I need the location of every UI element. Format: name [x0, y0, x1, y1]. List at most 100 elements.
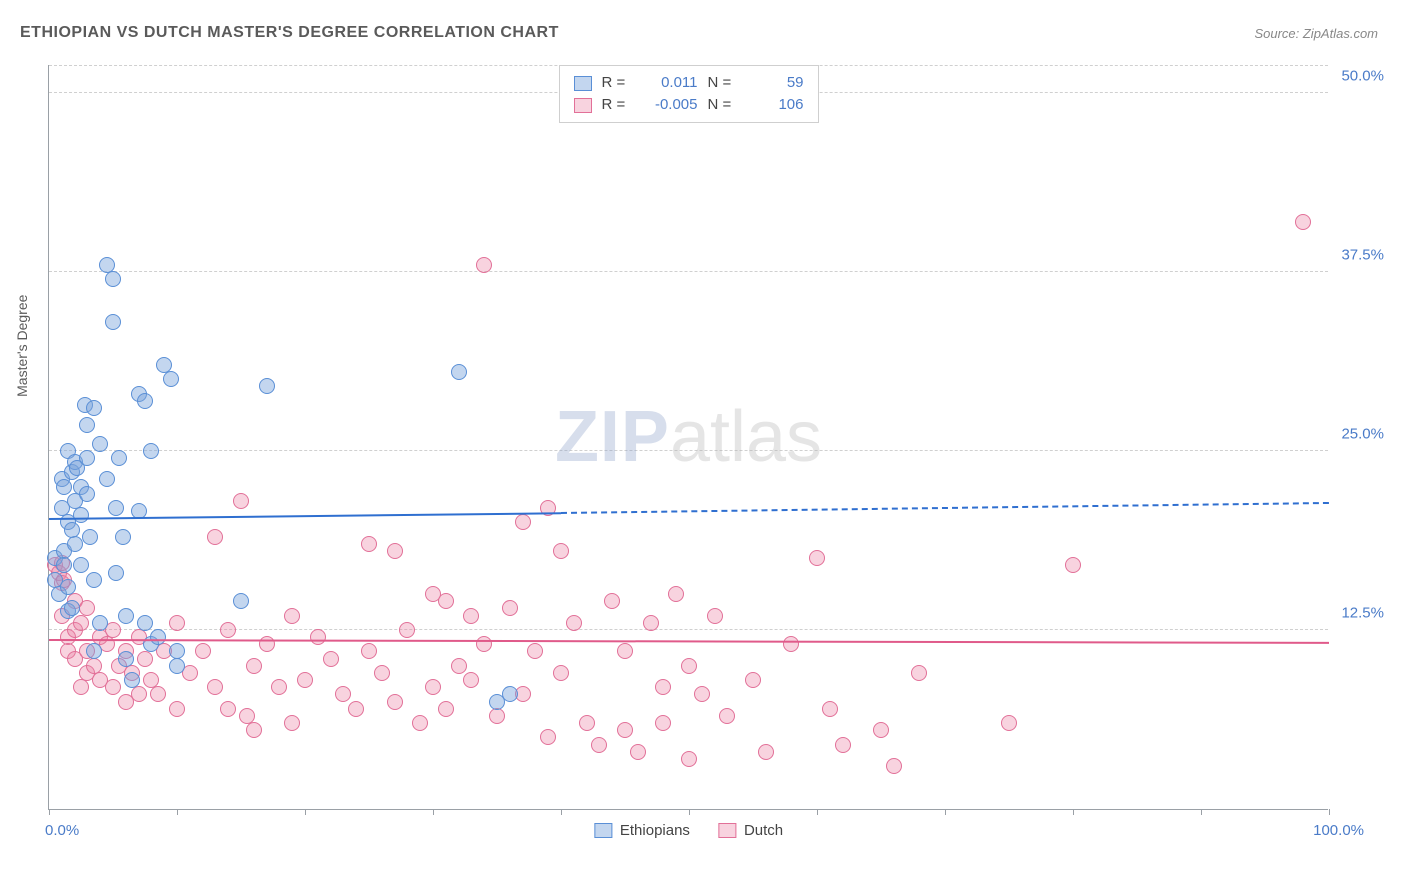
dutch-point	[745, 672, 761, 688]
dutch-point	[886, 758, 902, 774]
dutch-point	[527, 643, 543, 659]
dutch-point	[169, 701, 185, 717]
dutch-point	[374, 665, 390, 681]
dutch-point	[438, 593, 454, 609]
r-value-ethiopians: 0.011	[642, 72, 698, 94]
dutch-point	[137, 651, 153, 667]
x-tick	[561, 809, 562, 815]
dutch-point	[412, 715, 428, 731]
swatch-dutch	[718, 823, 736, 838]
dutch-point	[1001, 715, 1017, 731]
dutch-point	[387, 694, 403, 710]
gridline	[49, 271, 1328, 272]
dutch-point	[463, 672, 479, 688]
y-tick-label: 25.0%	[1341, 425, 1384, 442]
dutch-point	[271, 679, 287, 695]
n-label: N =	[708, 94, 738, 116]
watermark-part2: atlas	[670, 397, 822, 477]
dutch-point	[579, 715, 595, 731]
gridline	[49, 629, 1328, 630]
ethiopians-point	[137, 393, 153, 409]
dutch-point	[540, 729, 556, 745]
x-tick	[817, 809, 818, 815]
dutch-point	[719, 708, 735, 724]
r-label: R =	[602, 94, 632, 116]
x-axis-max-label: 100.0%	[1313, 822, 1364, 839]
ethiopians-point	[118, 651, 134, 667]
x-tick	[177, 809, 178, 815]
dutch-point	[822, 701, 838, 717]
ethiopians-point	[143, 443, 159, 459]
swatch-dutch	[574, 98, 592, 113]
dutch-point	[323, 651, 339, 667]
legend-label-ethiopians: Ethiopians	[620, 822, 690, 839]
ethiopians-point	[56, 479, 72, 495]
dutch-point	[643, 615, 659, 631]
ethiopians-point	[79, 450, 95, 466]
ethiopians-point	[73, 557, 89, 573]
dutch-point	[553, 665, 569, 681]
swatch-ethiopians	[574, 76, 592, 91]
legend-item-dutch: Dutch	[718, 822, 783, 839]
dutch-point	[1295, 214, 1311, 230]
x-tick	[305, 809, 306, 815]
dutch-point	[150, 686, 166, 702]
x-axis-min-label: 0.0%	[45, 822, 79, 839]
dutch-point	[220, 622, 236, 638]
ethiopians-point	[451, 364, 467, 380]
ethiopians-point	[108, 500, 124, 516]
dutch-point	[476, 636, 492, 652]
dutch-point	[169, 615, 185, 631]
trendline-ethiopians	[49, 512, 561, 520]
ethiopians-point	[64, 600, 80, 616]
dutch-point	[195, 643, 211, 659]
dutch-point	[361, 536, 377, 552]
ethiopians-point	[79, 417, 95, 433]
ethiopians-point	[86, 400, 102, 416]
dutch-point	[655, 679, 671, 695]
dutch-point	[207, 679, 223, 695]
dutch-point	[515, 514, 531, 530]
ethiopians-point	[150, 629, 166, 645]
legend-label-dutch: Dutch	[744, 822, 783, 839]
dutch-point	[297, 672, 313, 688]
y-axis-title: Master's Degree	[14, 295, 30, 397]
x-tick	[433, 809, 434, 815]
ethiopians-point	[99, 471, 115, 487]
ethiopians-point	[67, 536, 83, 552]
swatch-ethiopians	[594, 823, 612, 838]
dutch-point	[617, 722, 633, 738]
dutch-point	[131, 686, 147, 702]
ethiopians-point	[169, 658, 185, 674]
dutch-point	[348, 701, 364, 717]
dutch-point	[707, 608, 723, 624]
dutch-point	[604, 593, 620, 609]
ethiopians-point	[118, 608, 134, 624]
dutch-point	[246, 722, 262, 738]
n-value-ethiopians: 59	[748, 72, 804, 94]
dutch-point	[591, 737, 607, 753]
r-label: R =	[602, 72, 632, 94]
ethiopians-point	[92, 436, 108, 452]
legend-row-ethiopians: R = 0.011 N = 59	[574, 72, 804, 94]
ethiopians-point	[73, 507, 89, 523]
ethiopians-point	[79, 486, 95, 502]
ethiopians-point	[56, 557, 72, 573]
dutch-point	[758, 744, 774, 760]
chart-title: ETHIOPIAN VS DUTCH MASTER'S DEGREE CORRE…	[20, 24, 559, 42]
n-value-dutch: 106	[748, 94, 804, 116]
dutch-point	[207, 529, 223, 545]
ethiopians-point	[233, 593, 249, 609]
dutch-point	[1065, 557, 1081, 573]
dutch-point	[361, 643, 377, 659]
y-tick-label: 50.0%	[1341, 67, 1384, 84]
x-tick	[1073, 809, 1074, 815]
x-tick	[49, 809, 50, 815]
dutch-point	[79, 600, 95, 616]
y-tick-label: 12.5%	[1341, 604, 1384, 621]
dutch-point	[873, 722, 889, 738]
trendline-ethiopians-dash	[561, 502, 1329, 514]
dutch-point	[335, 686, 351, 702]
x-tick	[689, 809, 690, 815]
dutch-point	[284, 608, 300, 624]
